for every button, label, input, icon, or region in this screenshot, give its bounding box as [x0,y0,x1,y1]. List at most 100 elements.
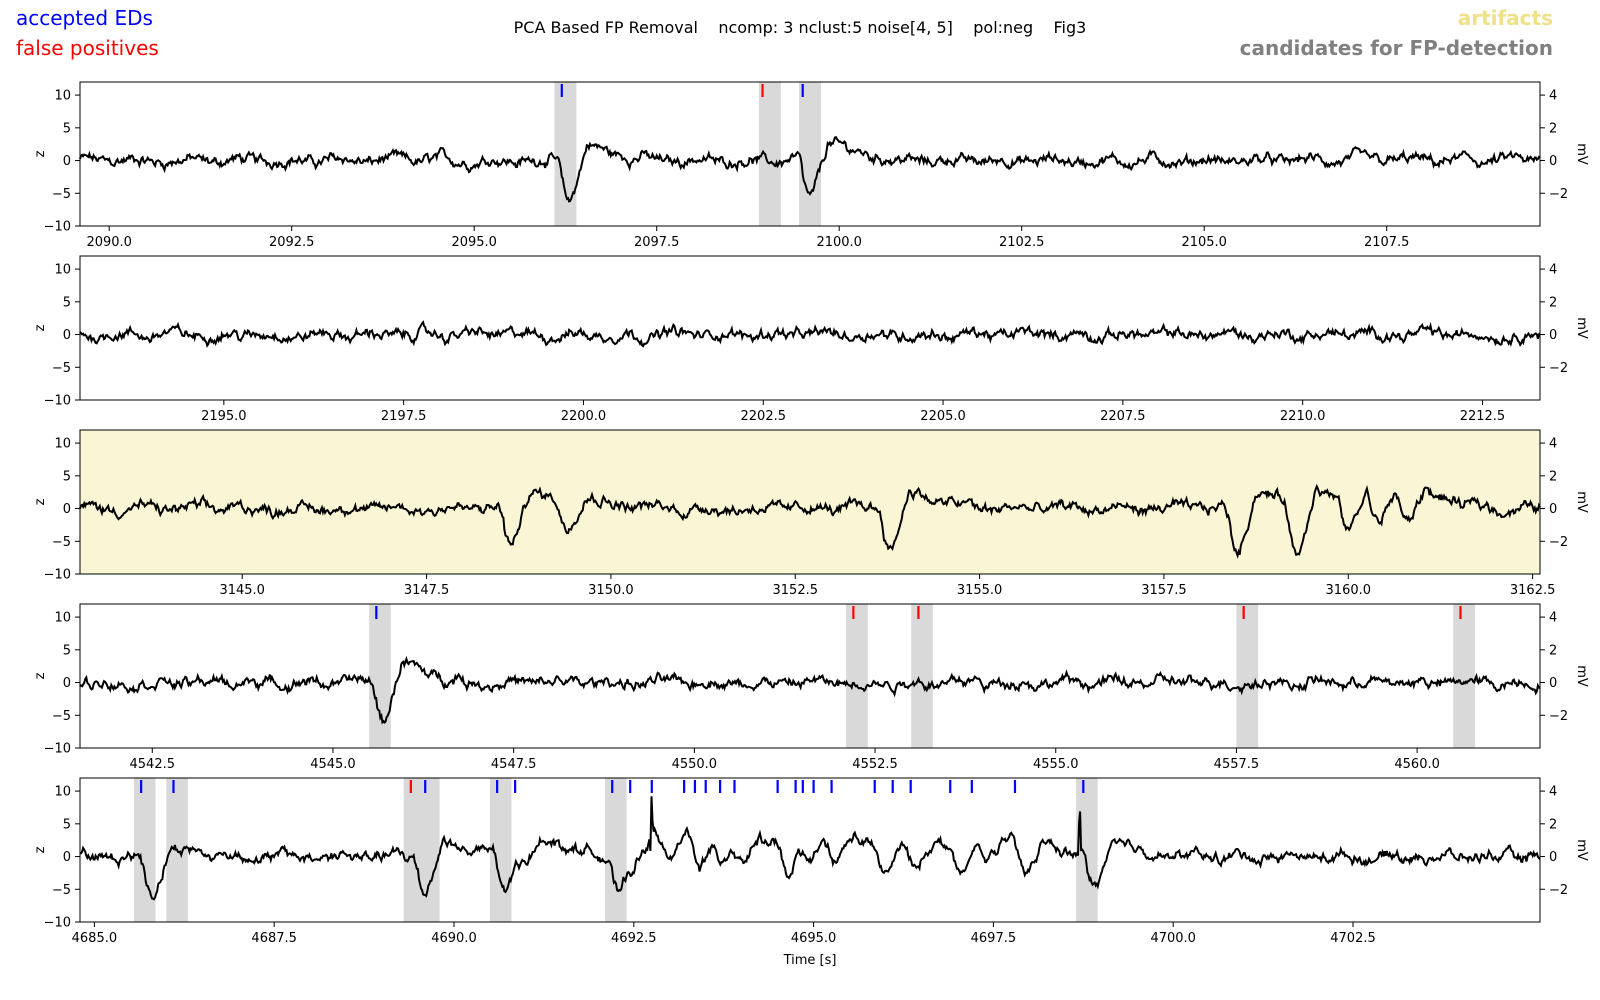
y-tick-label: 5 [63,469,71,484]
candidate-span [911,604,933,748]
y-tick-label: 10 [54,785,71,800]
x-tick-label: 4687.5 [251,931,297,946]
y2-tick-label: 4 [1549,263,1557,278]
x-tick-label: 3160.0 [1326,583,1372,598]
y-tick-label: 0 [63,502,71,517]
x-tick-label: 3162.5 [1510,583,1556,598]
y2-tick-label: −2 [1549,187,1568,202]
y-tick-label: −10 [44,394,71,409]
y2-tick-label: 2 [1549,643,1557,658]
y-tick-label: 5 [63,295,71,310]
y-tick-label: 5 [63,643,71,658]
axes-frame [79,81,1541,227]
x-tick-label: 3150.0 [588,583,634,598]
y-tick-label: −5 [52,883,71,898]
legend-accepted-eds: accepted EDs [16,6,153,30]
x-tick-label: 2197.5 [381,409,427,424]
y-tick-label: 10 [54,263,71,278]
signal-trace [79,320,1541,348]
y-tick-label: 0 [63,328,71,343]
legend-candidates: candidates for FP-detection [1239,36,1553,60]
x-tick-label: 4555.0 [1033,757,1079,772]
y-tick-label: 10 [54,89,71,104]
artifact-background [80,430,1540,574]
x-tick-label: 2195.0 [201,409,247,424]
x-tick-label: 4557.5 [1214,757,1260,772]
x-axis-label: Time [s] [783,953,837,968]
x-tick-label: 4560.0 [1394,757,1440,772]
x-tick-label: 3155.0 [957,583,1003,598]
signal-trace [79,655,1541,725]
legend-artifacts: artifacts [1457,6,1553,30]
axes-frame [79,255,1541,401]
y-tick-label: −5 [52,535,71,550]
y2-tick-label: 4 [1549,611,1557,626]
x-tick-label: 2207.5 [1100,409,1146,424]
y2-tick-label: 4 [1549,785,1557,800]
x-tick-label: 4692.5 [611,931,657,946]
figure-title: PCA Based FP Removal ncomp: 3 nclust:5 n… [513,18,1087,37]
y2-tick-label: −2 [1549,709,1568,724]
y2-tick-label: 2 [1549,817,1557,832]
y2-tick-label: −2 [1549,883,1568,898]
x-tick-label: 2095.0 [451,235,497,250]
y-tick-label: 10 [54,611,71,626]
axes-frame [79,777,1541,923]
candidate-span [1236,604,1259,748]
y-tick-label: −5 [52,361,71,376]
candidate-span [799,82,821,226]
y-tick-label: 5 [63,121,71,136]
y-axis-label-z: z [33,498,48,505]
trace-panel-3: 3145.0 3147.5 3150.0 3152.5 3155.0 3157.5 3160… [33,429,1589,598]
y-tick-label: 0 [63,676,71,691]
y-tick-label: −5 [52,709,71,724]
y-tick-label: 10 [54,437,71,452]
x-tick-label: 3145.0 [219,583,265,598]
y2-tick-label: 0 [1549,154,1557,169]
x-tick-label: 4702.5 [1330,931,1376,946]
candidate-span [1453,604,1475,748]
candidate-span [489,778,512,922]
y2-tick-label: 4 [1549,89,1557,104]
x-tick-label: 3152.5 [773,583,819,598]
y-axis-label-mv: mV [1574,665,1589,687]
trace-panel-5: 4685.0 4687.5 4690.0 4692.5 4695.0 4697.5 4700… [33,777,1589,946]
y2-tick-label: 2 [1549,121,1557,136]
y-axis-label-mv: mV [1574,491,1589,513]
legend-false-positives: false positives [16,36,159,60]
y2-tick-label: 0 [1549,502,1557,517]
x-tick-label: 2097.5 [634,235,680,250]
trace-panel-2: 2195.0 2197.5 2200.0 2202.5 2205.0 2207.5 2210… [33,255,1589,424]
candidate-span [758,82,781,226]
y-tick-label: −10 [44,916,71,931]
trace-panel-4: 4542.5 4545.0 4547.5 4550.0 4552.5 4555.0 4557… [33,603,1589,772]
candidate-span [554,82,577,226]
y2-tick-label: 0 [1549,850,1557,865]
x-tick-label: 2205.0 [920,409,966,424]
y2-tick-label: −2 [1549,535,1568,550]
x-tick-label: 2105.0 [1181,235,1227,250]
y-axis-label-mv: mV [1574,317,1589,339]
x-tick-label: 4542.5 [130,757,176,772]
x-tick-label: 4690.0 [431,931,477,946]
candidate-span [846,604,868,748]
x-tick-label: 4685.0 [72,931,118,946]
y2-tick-label: −2 [1549,361,1568,376]
candidate-span [369,604,391,748]
x-tick-label: 2102.5 [999,235,1045,250]
x-tick-label: 4697.5 [971,931,1017,946]
signal-trace [79,136,1541,203]
x-tick-label: 2210.0 [1280,409,1326,424]
trace-panel-1: 2090.0 2092.5 2095.0 2097.5 2100.0 2102.5 2105… [33,81,1589,250]
y2-tick-label: 4 [1549,437,1557,452]
signal-trace [79,796,1541,901]
y-tick-label: −10 [44,742,71,757]
x-tick-label: 2092.5 [269,235,315,250]
axes-frame [79,429,1541,575]
candidate-span [133,778,156,922]
y2-tick-label: 0 [1549,328,1557,343]
x-tick-label: 2202.5 [741,409,787,424]
x-tick-label: 4695.0 [791,931,837,946]
x-tick-label: 2107.5 [1364,235,1410,250]
